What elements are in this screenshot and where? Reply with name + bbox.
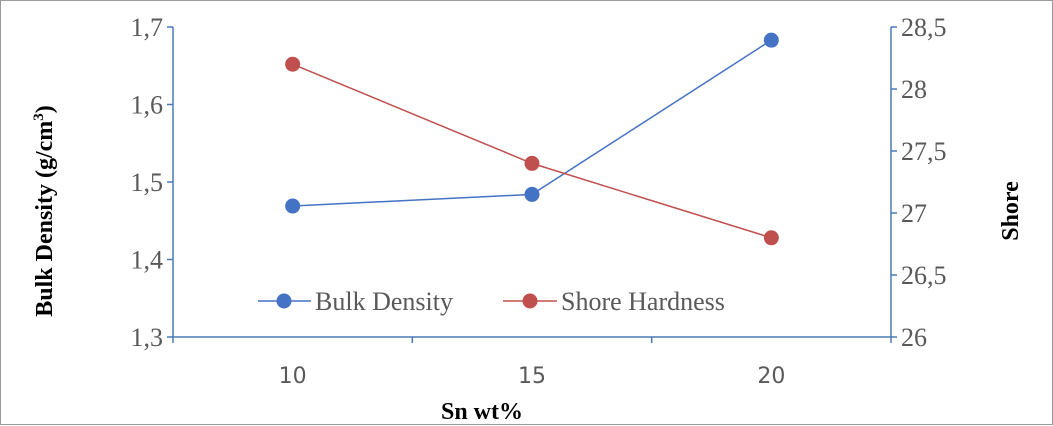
legend: Bulk Density Shore Hardness [258, 287, 725, 316]
y-left-axis-title-main: Bulk Density (g/cm [32, 121, 58, 317]
y-left-axis-title-superscript: 3 [31, 113, 47, 121]
y-left-tick-label: 1,5 [131, 168, 164, 197]
legend-label-shore-hardness: Shore Hardness [561, 287, 725, 316]
y-left-ticks: 1,7 1,6 1,5 1,4 1,3 [131, 13, 173, 352]
x-tick-label: 10 [279, 364, 307, 389]
data-point-bulk-density [285, 198, 301, 214]
y-left-tick-label: 1,7 [131, 13, 164, 42]
legend-label-bulk-density: Bulk Density [315, 287, 453, 316]
y-right-axis-title: Shore [998, 181, 1024, 241]
x-tick-label: 15 [518, 364, 546, 389]
series-line-bulk-density [292, 39, 772, 207]
x-ticks: 10 15 20 [172, 337, 892, 389]
series-layer [285, 32, 779, 246]
data-point-bulk-density [524, 186, 540, 202]
legend-marker-shore-hardness [522, 293, 538, 309]
y-right-ticks: 28,5 28 27,5 27 26,5 26 [891, 13, 947, 352]
y-right-tick-label: 26,5 [901, 261, 947, 290]
y-left-axis-title: Bulk Density (g/cm3) [31, 105, 58, 317]
data-point-shore-hardness [285, 56, 301, 72]
y-left-axis-title-close: ) [32, 105, 58, 113]
y-right-tick-label: 28 [901, 75, 927, 104]
y-right-tick-label: 26 [901, 323, 927, 352]
y-right-tick-label: 27 [901, 199, 927, 228]
data-point-shore-hardness [763, 230, 779, 246]
y-left-tick-label: 1,4 [131, 246, 164, 275]
data-point-bulk-density [763, 32, 779, 48]
x-axis-title: Sn wt% [441, 399, 523, 425]
data-point-shore-hardness [524, 155, 540, 171]
x-tick-label: 20 [757, 364, 785, 389]
series-line-shore-hardness [292, 63, 772, 239]
y-left-tick-label: 1,3 [131, 323, 164, 352]
y-right-tick-label: 27,5 [901, 137, 947, 166]
y-left-tick-label: 1,6 [131, 91, 164, 120]
y-right-tick-label: 28,5 [901, 13, 947, 42]
legend-marker-bulk-density [276, 293, 292, 309]
